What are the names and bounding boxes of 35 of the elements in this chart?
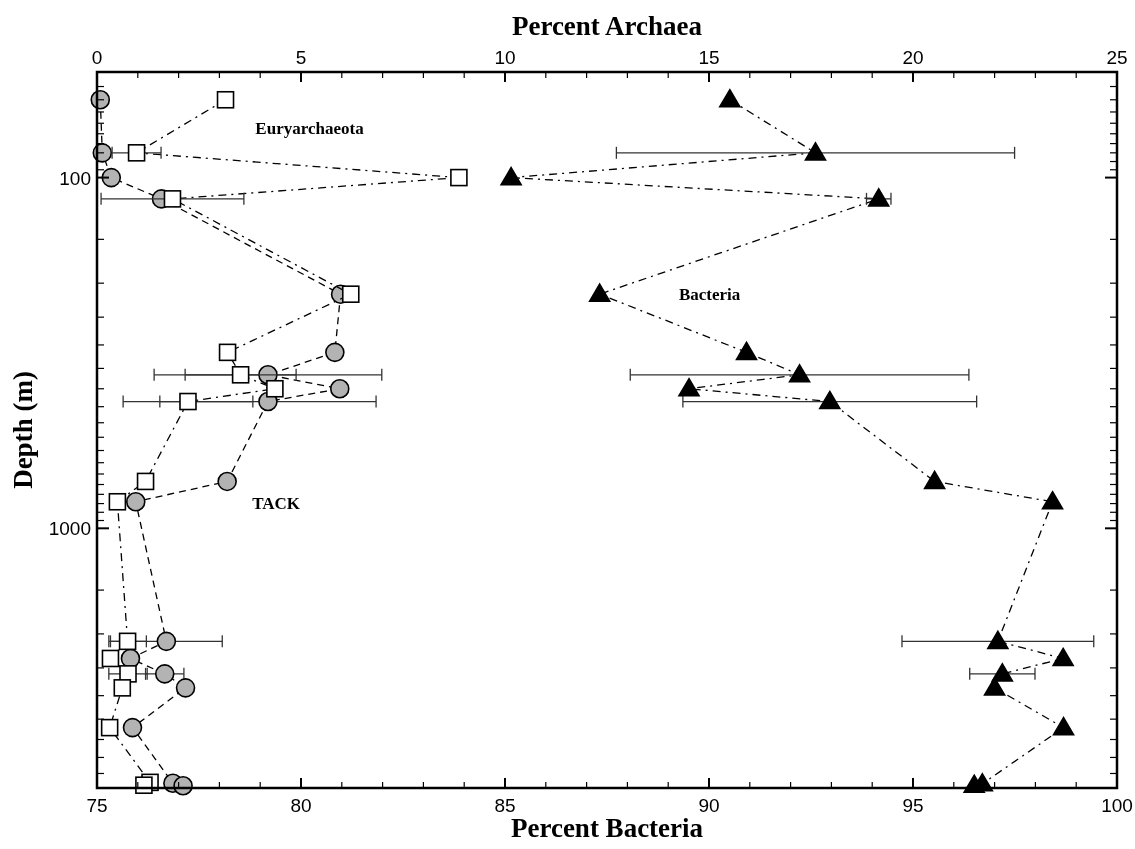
point xyxy=(588,283,611,302)
x-tick-label: 95 xyxy=(902,795,924,816)
point xyxy=(678,377,700,397)
x2-tick-label: 0 xyxy=(91,47,103,68)
point xyxy=(1052,716,1075,736)
point xyxy=(923,470,946,490)
x-tick-label: 85 xyxy=(494,795,516,816)
x2-tick-label: 25 xyxy=(1106,47,1128,68)
point xyxy=(719,88,741,108)
x2-tick-label: 15 xyxy=(698,47,720,68)
x-tick-label: 80 xyxy=(290,795,312,816)
point xyxy=(983,677,1006,696)
series-label: TACK xyxy=(252,494,301,514)
y-tick-label: 1000 xyxy=(48,518,91,540)
point xyxy=(867,188,890,207)
point xyxy=(1041,490,1064,510)
x2-axis-title: Percent Archaea xyxy=(511,11,703,41)
x2-tick-label: 10 xyxy=(494,47,516,68)
point xyxy=(991,663,1014,682)
point xyxy=(804,142,827,161)
point xyxy=(987,630,1009,650)
point xyxy=(500,166,522,186)
x2-tick-label: 5 xyxy=(295,47,307,68)
x-tick-label: 75 xyxy=(86,795,108,816)
series-label: Bacteria xyxy=(678,285,741,305)
point xyxy=(1052,647,1074,667)
x-axis-title: Percent Bacteria xyxy=(510,813,704,843)
x-tick-label: 90 xyxy=(698,795,720,816)
series-label: Euryarchaeota xyxy=(255,118,365,138)
x2-tick-label: 20 xyxy=(902,47,924,68)
x-tick-label: 100 xyxy=(1101,795,1133,816)
point xyxy=(788,364,811,383)
point xyxy=(735,341,758,361)
point xyxy=(818,390,841,410)
y-axis-title: Depth (m) xyxy=(8,371,38,489)
